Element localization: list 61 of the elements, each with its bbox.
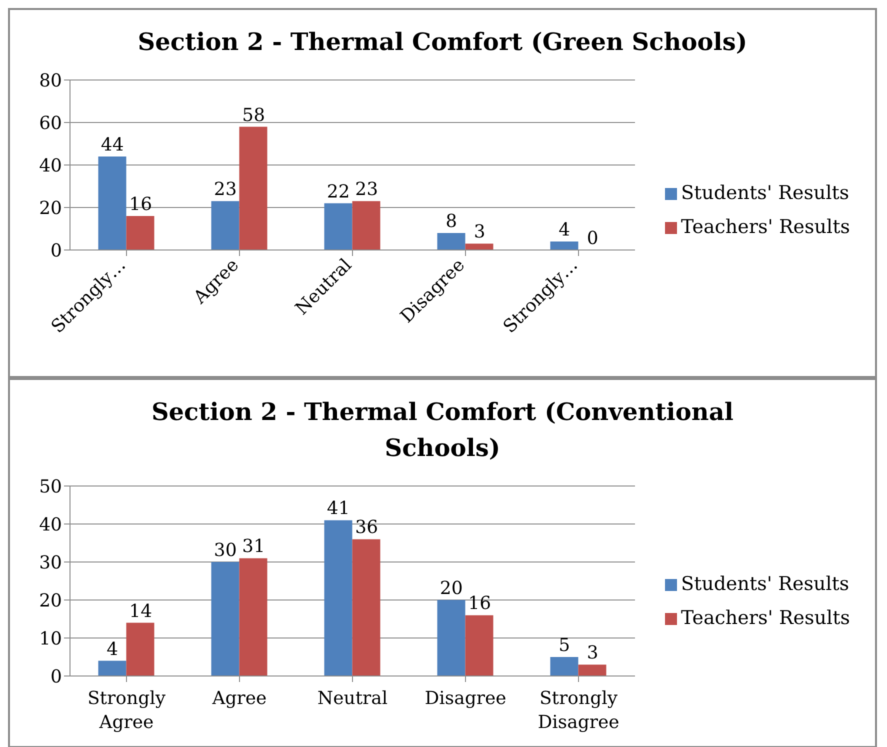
y-tick-label: 20 xyxy=(39,198,62,219)
data-label: 16 xyxy=(129,194,152,215)
bar xyxy=(352,539,380,676)
y-tick-label: 0 xyxy=(50,666,62,688)
data-label: 3 xyxy=(474,222,486,243)
bar xyxy=(324,203,352,250)
data-label: 5 xyxy=(558,635,570,656)
data-label: 4 xyxy=(558,220,570,240)
legend-label: Teachers' Results xyxy=(681,216,850,238)
bar xyxy=(211,201,240,250)
bar xyxy=(465,615,494,676)
legend-label: Students' Results xyxy=(681,182,850,204)
chart-title: Section 2 - Thermal Comfort (Green Schools) xyxy=(136,26,748,58)
data-label: 20 xyxy=(440,578,463,599)
x-tick-label: Strongly Agree xyxy=(87,688,166,733)
bar xyxy=(324,520,352,676)
data-label: 0 xyxy=(586,228,598,249)
data-label: 58 xyxy=(242,104,266,126)
x-tick-label: Disagree xyxy=(424,688,506,709)
y-tick-label: 50 xyxy=(39,476,62,498)
bar xyxy=(239,558,268,676)
bar xyxy=(465,244,494,250)
data-label: 8 xyxy=(446,211,458,232)
x-tick-label: Strongly Disagree xyxy=(538,688,620,733)
data-label: 31 xyxy=(242,536,266,558)
bar xyxy=(352,201,380,250)
y-tick-label: 30 xyxy=(39,552,62,574)
data-label: 22 xyxy=(326,181,350,202)
y-tick-label: 80 xyxy=(39,70,62,92)
bar xyxy=(126,622,154,676)
y-tick-label: 60 xyxy=(39,112,62,134)
bar xyxy=(239,126,268,250)
data-label: 30 xyxy=(214,540,237,561)
data-label: 4 xyxy=(106,638,118,660)
chart-title: Section 2 - Thermal Comfort (Conventional Schools) xyxy=(150,396,735,464)
y-tick-label: 40 xyxy=(39,155,62,176)
bar xyxy=(98,156,126,250)
y-tick-label: 40 xyxy=(39,514,62,536)
bar xyxy=(437,600,466,676)
y-tick-label: 10 xyxy=(39,628,62,650)
bar xyxy=(578,664,606,676)
data-label: 14 xyxy=(129,600,152,622)
bar xyxy=(211,562,240,676)
bar xyxy=(437,233,466,250)
x-tick-label: Neutral xyxy=(317,688,388,709)
bar xyxy=(550,657,578,676)
data-label: 41 xyxy=(326,498,350,520)
data-label: 3 xyxy=(586,642,598,664)
x-tick-label: Agree xyxy=(211,688,267,709)
legend-label: Students' Results xyxy=(681,573,850,595)
bar xyxy=(126,216,154,250)
y-tick-label: 20 xyxy=(39,590,62,612)
data-label: 36 xyxy=(355,517,378,538)
data-label: 23 xyxy=(355,179,378,200)
data-label: 23 xyxy=(214,179,237,200)
data-label: 16 xyxy=(468,593,492,614)
bar xyxy=(550,242,578,250)
bar xyxy=(98,660,126,676)
y-tick-label: 0 xyxy=(50,240,62,262)
legend-label: Teachers' Results xyxy=(681,607,850,629)
data-label: 44 xyxy=(100,134,124,156)
